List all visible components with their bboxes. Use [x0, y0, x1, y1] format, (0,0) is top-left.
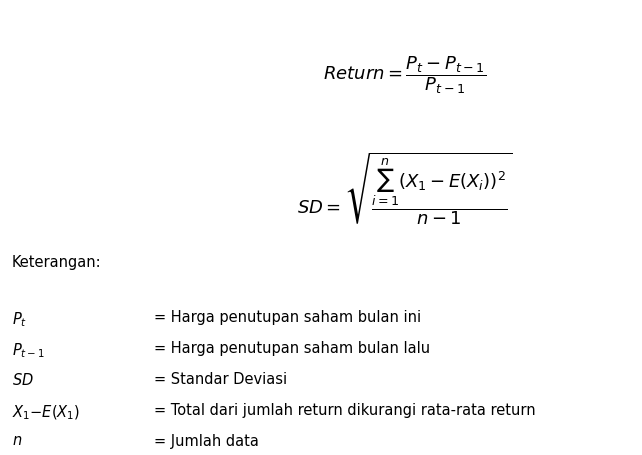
- Text: $P_{t-1}$: $P_{t-1}$: [12, 340, 44, 359]
- Text: = Jumlah data: = Jumlah data: [154, 433, 259, 448]
- Text: $n$: $n$: [12, 433, 22, 447]
- Text: $\mathit{Return} = \dfrac{P_t - P_{t-1}}{P_{t-1}}$: $\mathit{Return} = \dfrac{P_t - P_{t-1}}…: [323, 55, 486, 96]
- Text: = Harga penutupan saham bulan lalu: = Harga penutupan saham bulan lalu: [154, 340, 430, 355]
- Text: $SD$: $SD$: [12, 371, 33, 387]
- Text: = Total dari jumlah return dikurangi rata-rata return: = Total dari jumlah return dikurangi rat…: [154, 402, 535, 417]
- Text: $X_1\mathrm{-}E(X_1)$: $X_1\mathrm{-}E(X_1)$: [12, 402, 80, 420]
- Text: Keterangan:: Keterangan:: [12, 255, 101, 270]
- Text: = Standar Deviasi: = Standar Deviasi: [154, 371, 287, 386]
- Text: = Harga penutupan saham bulan ini: = Harga penutupan saham bulan ini: [154, 309, 421, 324]
- Text: $\mathit{SD} = \sqrt{\dfrac{\sum_{i=1}^{n}(X_1 - E(X_i))^2}{n-1}}$: $\mathit{SD} = \sqrt{\dfrac{\sum_{i=1}^{…: [297, 150, 512, 227]
- Text: $P_t$: $P_t$: [12, 309, 27, 328]
